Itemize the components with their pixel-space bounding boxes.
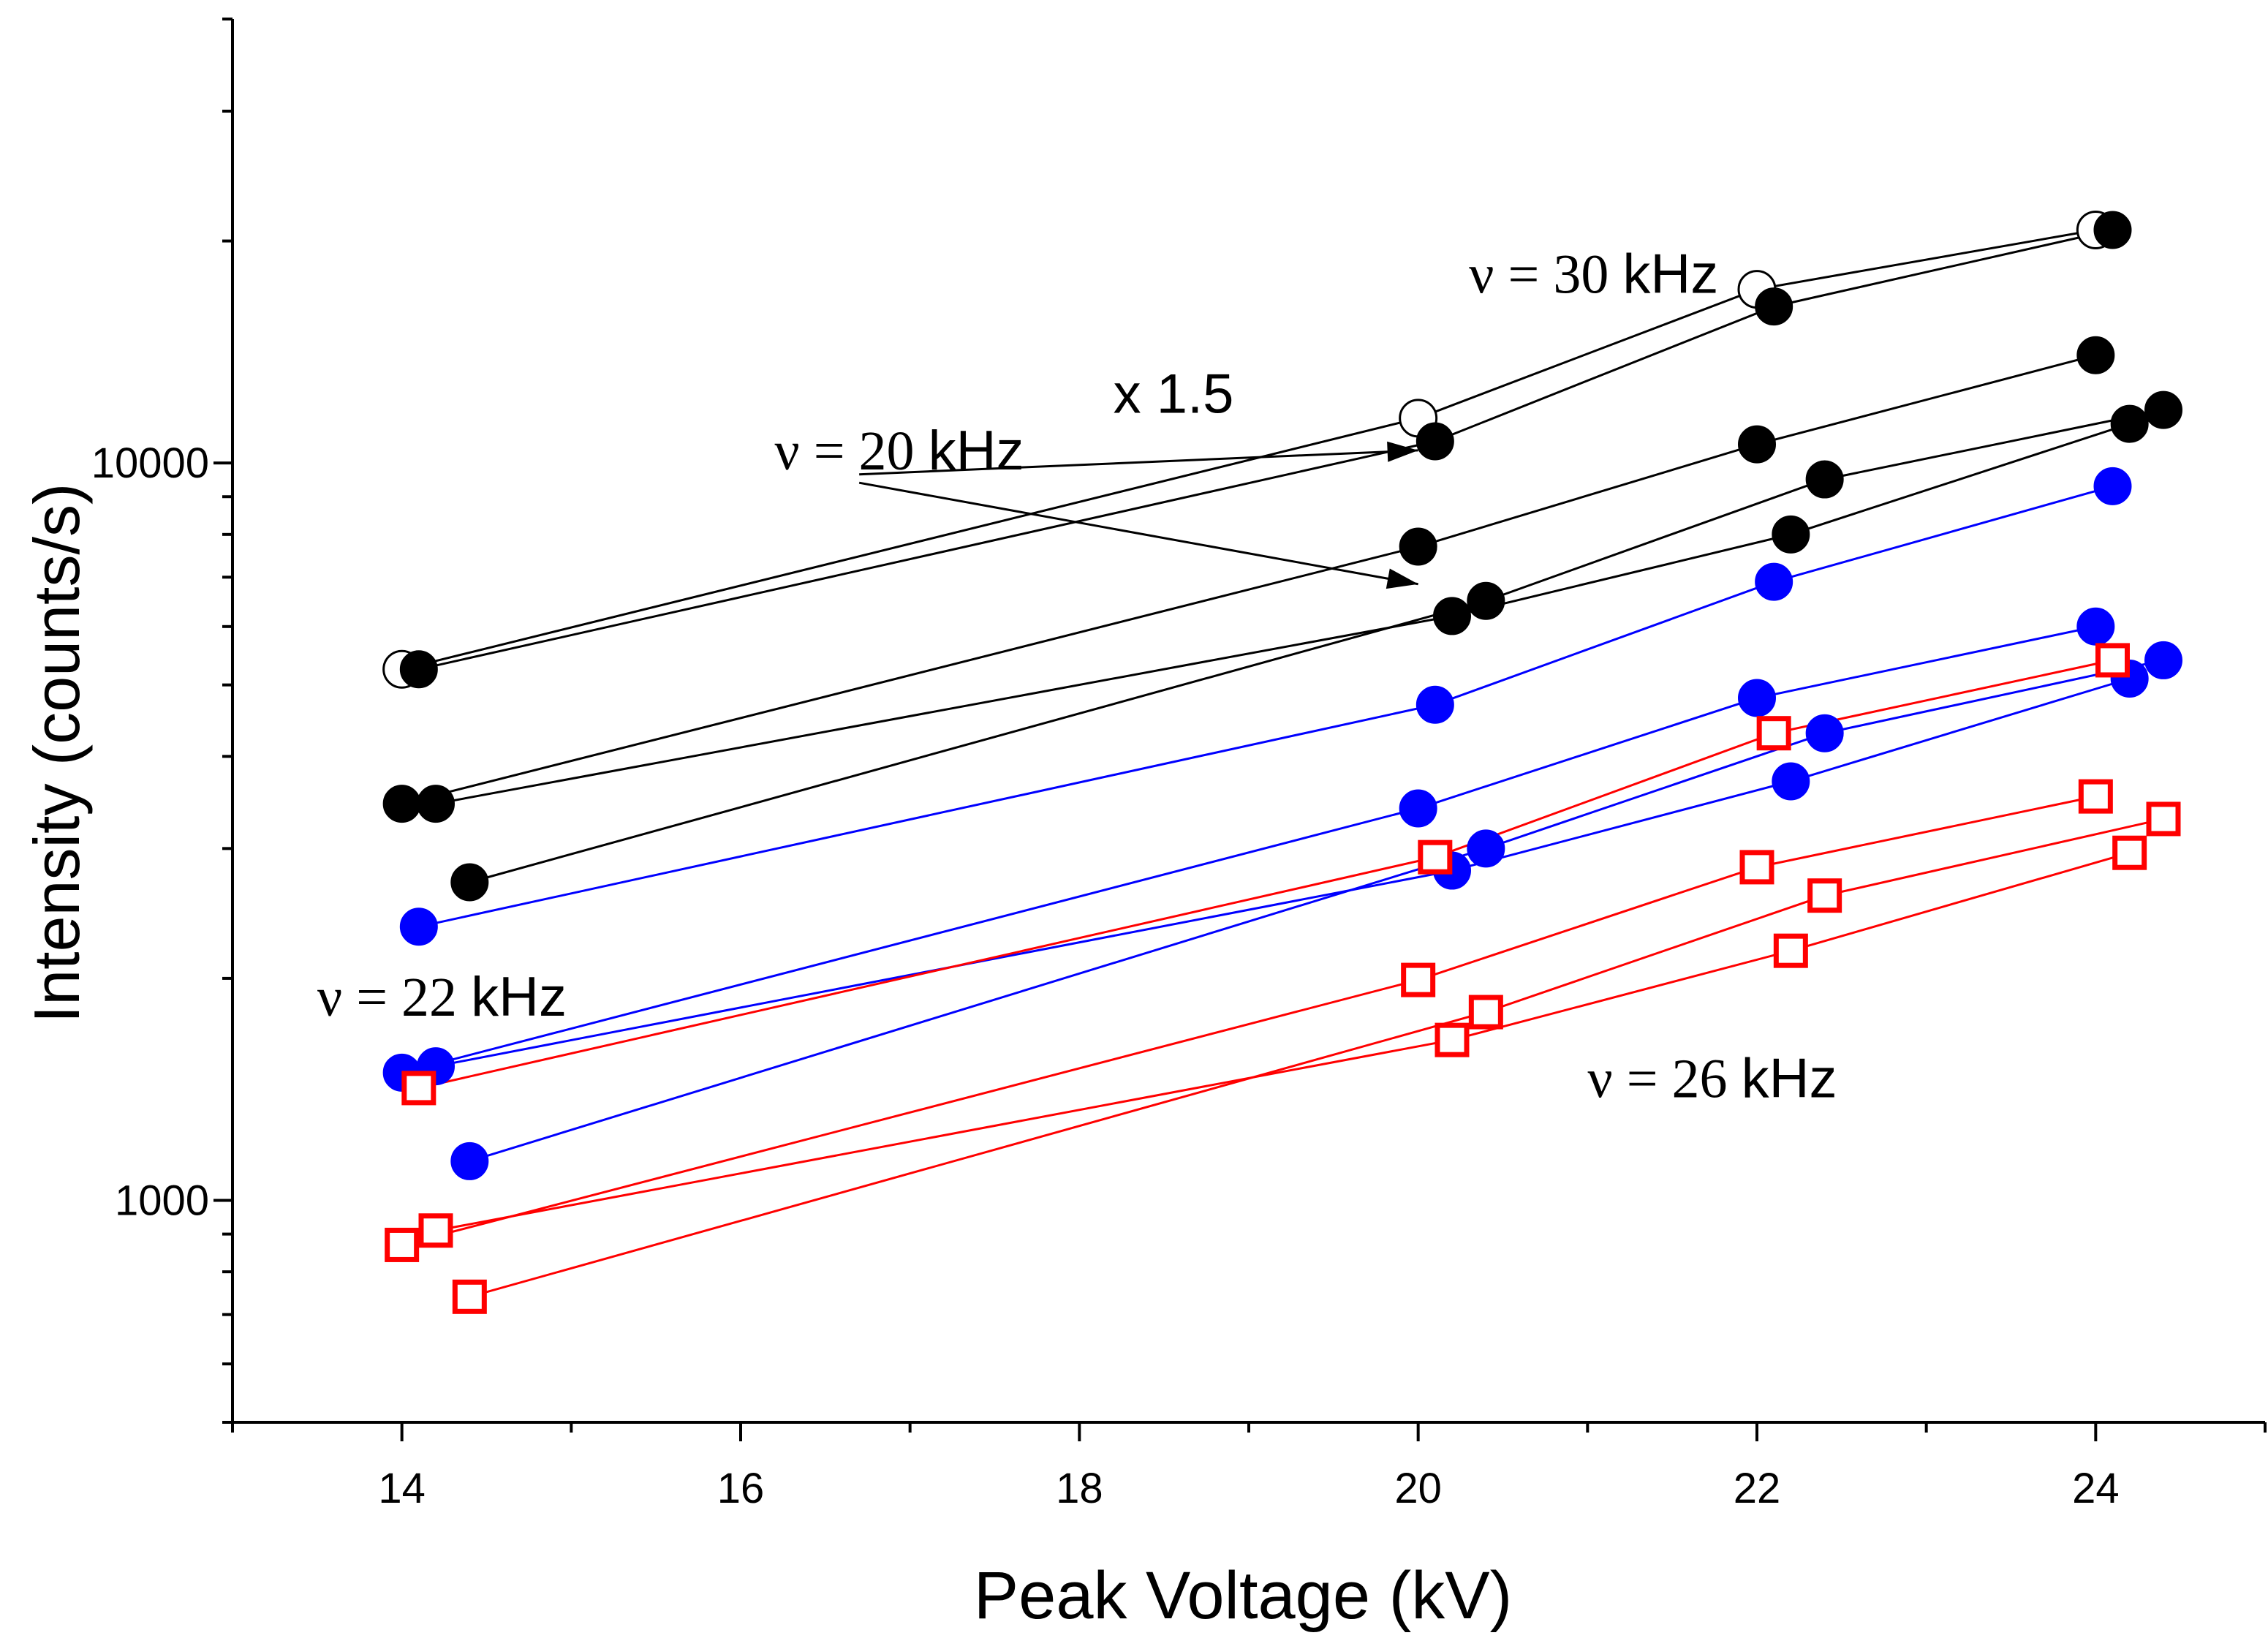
- data-point: [399, 650, 438, 689]
- annotation-nu-22khz: ν = 22 kHz: [317, 966, 567, 1028]
- labels-layer: Peak Voltage (kV) Intensity (counts/s) ν…: [20, 244, 1837, 1633]
- data-point: [2095, 643, 2130, 678]
- series-line-blue-1: [418, 485, 2113, 928]
- data-point: [2076, 336, 2115, 374]
- data-point: [1738, 679, 1776, 717]
- data-point: [2078, 779, 2113, 814]
- y-axis-label: Intensity (counts/s): [20, 483, 93, 1024]
- data-point: [2093, 211, 2132, 249]
- annotation-arrow-shaft: [858, 481, 1418, 586]
- series-line-black-4: [435, 423, 2131, 805]
- annotation-arrows-layer: [858, 441, 1418, 589]
- data-point: [382, 785, 421, 823]
- annotation-arrow-head: [1386, 568, 1418, 589]
- annotation-nu-30khz-symbol: ν = 30: [1469, 244, 1622, 306]
- annotation-nu-30khz-unit: kHz: [1622, 244, 1718, 306]
- data-point: [1399, 789, 1437, 828]
- series-line-blue-3: [435, 677, 2131, 1068]
- data-point: [1755, 287, 1793, 326]
- series-line-red-4: [469, 818, 2164, 1298]
- series-line-black-3: [401, 354, 2096, 805]
- x-tick-label: 14: [378, 1465, 426, 1512]
- annotation-nu-26khz: ν = 26 kHz: [1587, 1047, 1837, 1109]
- axes-layer: 14 16 18 20 22 24 1000 10000: [91, 18, 2267, 1512]
- data-point: [418, 1213, 453, 1248]
- annotation-nu-22khz-symbol: ν = 22: [317, 967, 471, 1028]
- data-point: [1773, 933, 1808, 968]
- data-point: [1755, 562, 1793, 601]
- annotation-nu-26khz-symbol: ν = 26: [1587, 1048, 1741, 1109]
- data-point: [2144, 641, 2182, 679]
- x-axis-label: Peak Voltage (kV): [974, 1558, 1512, 1633]
- data-point: [450, 863, 489, 902]
- annotation-nu-22khz-unit: kHz: [471, 966, 567, 1028]
- annotation-nu-26khz-unit: kHz: [1742, 1047, 1837, 1109]
- annotation-arrow-shaft: [859, 449, 1418, 476]
- data-point: [450, 1142, 489, 1180]
- data-point: [452, 1279, 487, 1314]
- series-line-red-2: [401, 795, 2096, 1246]
- data-point: [1805, 714, 1844, 752]
- y-tick-label: 1000: [115, 1177, 209, 1224]
- x-tick-label: 20: [1394, 1465, 1442, 1512]
- data-point: [2076, 607, 2115, 646]
- data-point: [1468, 995, 1503, 1030]
- data-point: [1805, 460, 1844, 499]
- series-markers-layer: [382, 210, 2182, 1314]
- series-line-black-5: [469, 409, 2164, 883]
- series-line-blue-2: [401, 625, 2096, 1074]
- data-point: [1738, 425, 1776, 464]
- data-point: [417, 785, 455, 823]
- x-tick-label: 16: [717, 1465, 765, 1512]
- data-point: [1399, 527, 1437, 566]
- series-line-red-3: [435, 851, 2131, 1232]
- series-line-blue-4: [469, 659, 2164, 1163]
- data-point: [1467, 581, 1505, 620]
- data-point: [1401, 962, 1436, 997]
- data-point: [1739, 850, 1774, 885]
- data-point: [2144, 390, 2182, 429]
- annotation-nu-20khz-symbol: ν = 20: [774, 420, 928, 482]
- data-point: [1434, 1022, 1470, 1057]
- annotation-nu-30khz: ν = 30 kHz: [1469, 244, 1718, 306]
- data-point: [2093, 467, 2132, 505]
- data-point: [1756, 716, 1791, 751]
- data-point: [399, 907, 438, 946]
- data-point: [1433, 597, 1471, 635]
- series-lines-layer: [401, 229, 2164, 1298]
- data-point: [1772, 515, 1810, 554]
- data-point: [385, 1227, 420, 1262]
- data-point: [2112, 835, 2147, 870]
- data-point: [2146, 801, 2181, 837]
- annotation-arrow-head: [1387, 441, 1418, 462]
- data-point: [1415, 685, 1454, 724]
- x-tick-label: 22: [1734, 1465, 1781, 1512]
- annotation-nu-20khz: ν = 20 kHz: [774, 420, 1024, 482]
- annotation-nu-20khz-unit: kHz: [929, 420, 1024, 482]
- series-line-30-khz-x-1-5-: [401, 229, 2096, 671]
- data-point: [1772, 762, 1810, 801]
- data-point: [401, 1071, 436, 1106]
- series-line-red-1: [418, 659, 2113, 1090]
- data-point: [1807, 878, 1842, 913]
- y-tick-label: 10000: [91, 439, 209, 487]
- x-tick-label: 24: [2072, 1465, 2120, 1512]
- data-point: [1418, 839, 1453, 875]
- series-line-30-khz: [418, 229, 2113, 671]
- x-tick-label: 18: [1056, 1465, 1103, 1512]
- annotation-scale-factor: x 1.5: [1114, 363, 1234, 425]
- data-point: [1467, 829, 1505, 868]
- data-point: [2110, 404, 2149, 443]
- data-point: [1415, 422, 1454, 461]
